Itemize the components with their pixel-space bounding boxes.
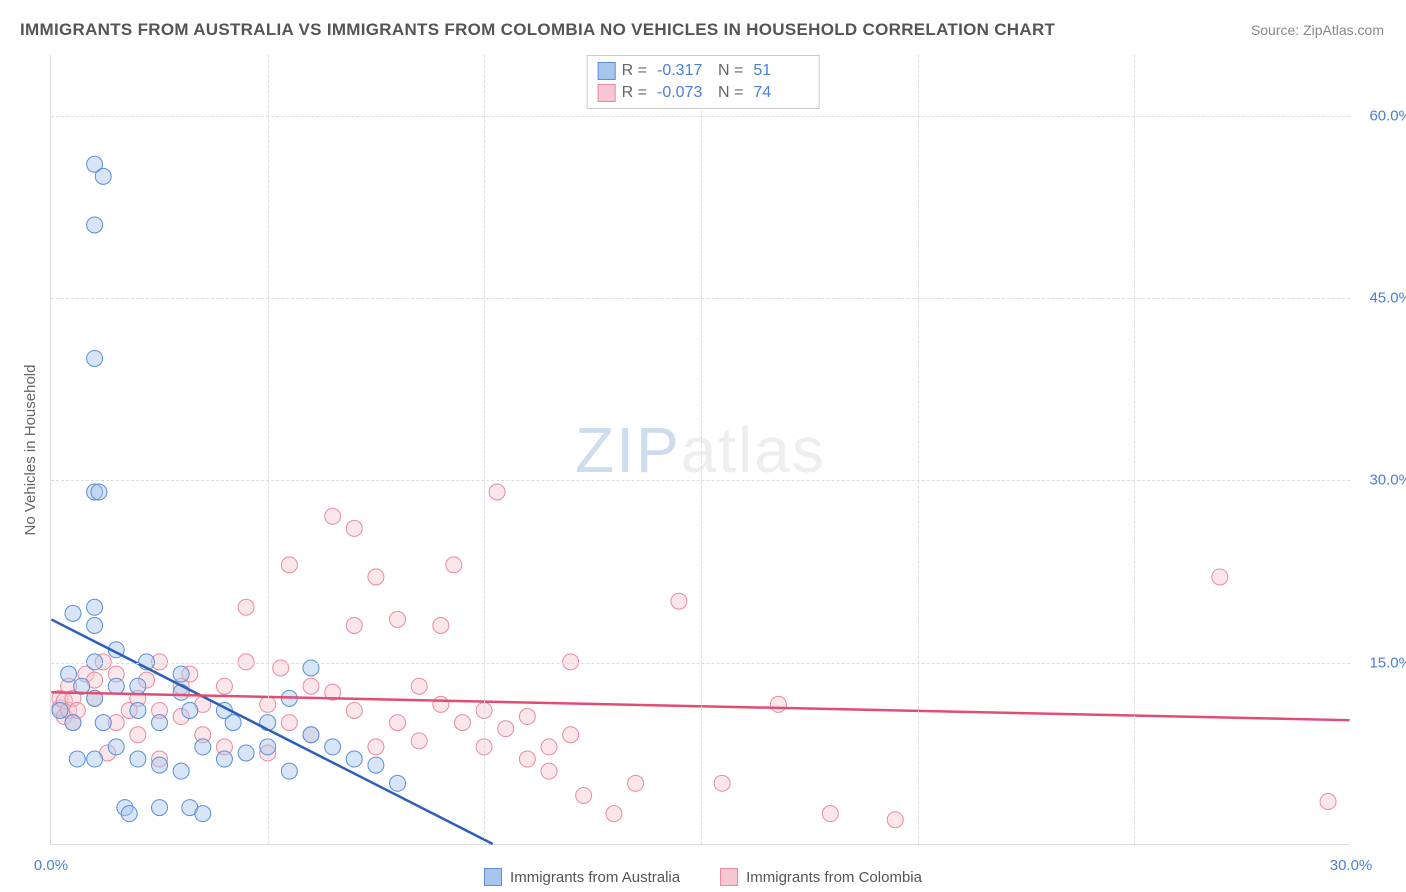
chart-title: IMMIGRANTS FROM AUSTRALIA VS IMMIGRANTS … bbox=[20, 20, 1055, 40]
legend-item-australia: Immigrants from Australia bbox=[484, 868, 680, 886]
plot-area: ZIPatlas 15.0%30.0%45.0%60.0%0.0%30.0% bbox=[50, 55, 1350, 845]
stats-row-australia: R = -0.317 N = 51 bbox=[598, 60, 809, 82]
stats-legend: R = -0.317 N = 51 R = -0.073 N = 74 bbox=[587, 55, 820, 109]
source-attribution: Source: ZipAtlas.com bbox=[1251, 22, 1384, 38]
n-value-australia: 51 bbox=[753, 62, 808, 80]
n-value-colombia: 74 bbox=[753, 84, 808, 102]
n-label: N = bbox=[718, 84, 743, 102]
y-tick-label: 45.0% bbox=[1369, 290, 1406, 307]
swatch-colombia bbox=[720, 868, 738, 886]
r-value-australia: -0.317 bbox=[657, 62, 712, 80]
r-label: R = bbox=[622, 84, 647, 102]
y-axis-label: No Vehicles in Household bbox=[22, 365, 39, 536]
series-name-colombia: Immigrants from Colombia bbox=[746, 869, 922, 886]
y-tick-label: 60.0% bbox=[1369, 107, 1406, 124]
series-name-australia: Immigrants from Australia bbox=[510, 869, 680, 886]
stats-row-colombia: R = -0.073 N = 74 bbox=[598, 82, 809, 104]
swatch-colombia bbox=[598, 84, 616, 102]
swatch-australia bbox=[598, 62, 616, 80]
y-tick-label: 30.0% bbox=[1369, 472, 1406, 489]
series-legend: Immigrants from Australia Immigrants fro… bbox=[476, 868, 930, 886]
r-label: R = bbox=[622, 62, 647, 80]
swatch-australia bbox=[484, 868, 502, 886]
r-value-colombia: -0.073 bbox=[657, 84, 712, 102]
y-tick-label: 15.0% bbox=[1369, 654, 1406, 671]
n-label: N = bbox=[718, 62, 743, 80]
x-tick-label: 30.0% bbox=[1330, 857, 1373, 874]
x-tick-label: 0.0% bbox=[34, 857, 68, 874]
legend-item-colombia: Immigrants from Colombia bbox=[720, 868, 922, 886]
